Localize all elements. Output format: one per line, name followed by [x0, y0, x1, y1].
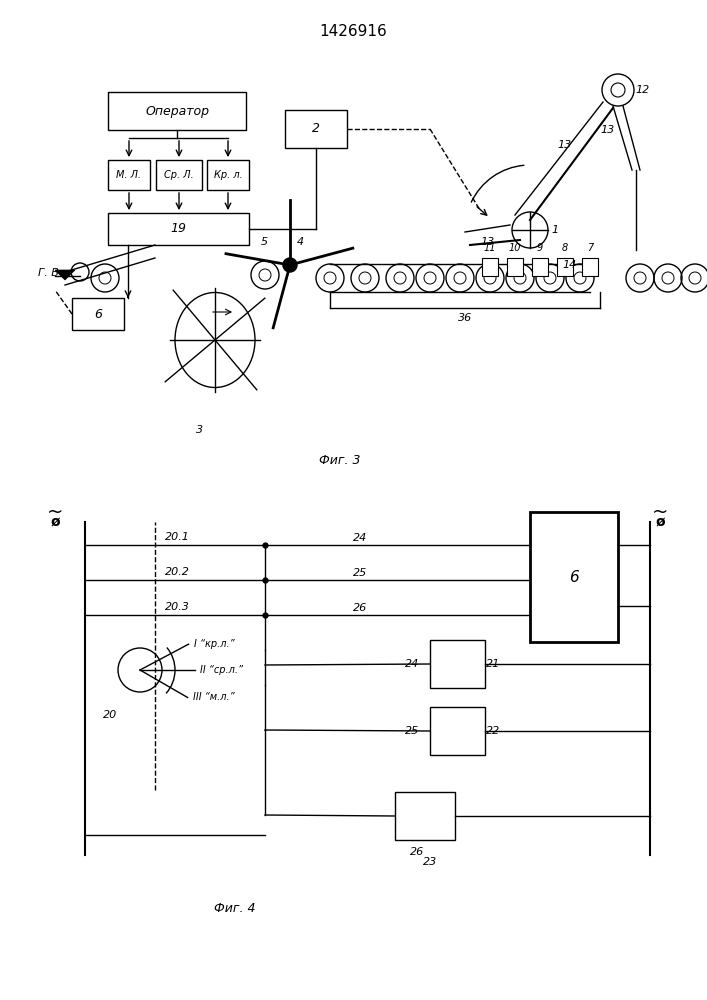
- Bar: [395, 792, 455, 840]
- Text: 1426916: 1426916: [319, 24, 387, 39]
- Bar: [430, 640, 485, 688]
- Text: ~: ~: [652, 502, 668, 522]
- Text: Фиг. 3: Фиг. 3: [320, 454, 361, 466]
- Text: Г. В: Г. В: [38, 268, 59, 278]
- Text: 8: 8: [562, 243, 568, 253]
- Text: 10: 10: [509, 243, 521, 253]
- Text: 21: 21: [486, 659, 500, 669]
- Text: 11: 11: [484, 243, 496, 253]
- Text: 7: 7: [587, 243, 593, 253]
- Text: 6: 6: [94, 308, 102, 320]
- Text: 25: 25: [405, 726, 419, 736]
- Bar: [530, 512, 618, 642]
- Text: 13: 13: [481, 237, 495, 247]
- Bar: [285, 110, 347, 148]
- Text: 23: 23: [423, 857, 437, 867]
- Text: 14: 14: [563, 260, 577, 270]
- Text: 26: 26: [353, 603, 367, 613]
- Bar: [108, 92, 246, 130]
- Text: 12: 12: [636, 85, 650, 95]
- Text: I “кр.л.”: I “кр.л.”: [194, 639, 234, 649]
- Text: 24: 24: [405, 659, 419, 669]
- Text: Оператор: Оператор: [145, 104, 209, 117]
- Text: 5: 5: [260, 237, 267, 247]
- Bar: [482, 258, 498, 276]
- Text: 4: 4: [296, 237, 303, 247]
- Text: 2: 2: [312, 122, 320, 135]
- Bar: [507, 258, 523, 276]
- Text: 20.2: 20.2: [165, 567, 190, 577]
- Text: Ср. Л.: Ср. Л.: [164, 170, 194, 180]
- Bar: [557, 258, 573, 276]
- Text: 1: 1: [551, 225, 559, 235]
- Text: 22: 22: [486, 726, 500, 736]
- Text: 19: 19: [170, 223, 186, 235]
- Text: 3: 3: [197, 425, 204, 435]
- Bar: [207, 160, 249, 190]
- Bar: [532, 258, 548, 276]
- Text: II “ср.л.”: II “ср.л.”: [200, 665, 243, 675]
- Text: 9: 9: [537, 243, 543, 253]
- Text: ~: ~: [47, 502, 63, 522]
- Bar: [72, 298, 124, 330]
- Bar: [108, 213, 249, 245]
- Bar: [582, 258, 598, 276]
- Text: Кр. л.: Кр. л.: [214, 170, 243, 180]
- Bar: [156, 160, 202, 190]
- Text: 13: 13: [558, 140, 572, 150]
- Bar: [430, 707, 485, 755]
- Text: ø: ø: [50, 515, 60, 529]
- Text: 25: 25: [353, 568, 367, 578]
- Circle shape: [283, 258, 297, 272]
- Text: 24: 24: [353, 533, 367, 543]
- Text: 26: 26: [410, 847, 424, 857]
- Text: 6: 6: [569, 570, 579, 584]
- Text: 20.1: 20.1: [165, 532, 190, 542]
- Text: ø: ø: [655, 515, 665, 529]
- Text: 20: 20: [103, 710, 117, 720]
- Text: Фиг. 4: Фиг. 4: [214, 902, 256, 914]
- Text: 36: 36: [458, 313, 472, 323]
- Text: М. Л.: М. Л.: [117, 170, 141, 180]
- Text: 20.3: 20.3: [165, 602, 190, 612]
- Polygon shape: [55, 270, 75, 280]
- Text: 13: 13: [601, 125, 615, 135]
- Text: III “м.л.”: III “м.л.”: [192, 692, 234, 702]
- Bar: [108, 160, 150, 190]
